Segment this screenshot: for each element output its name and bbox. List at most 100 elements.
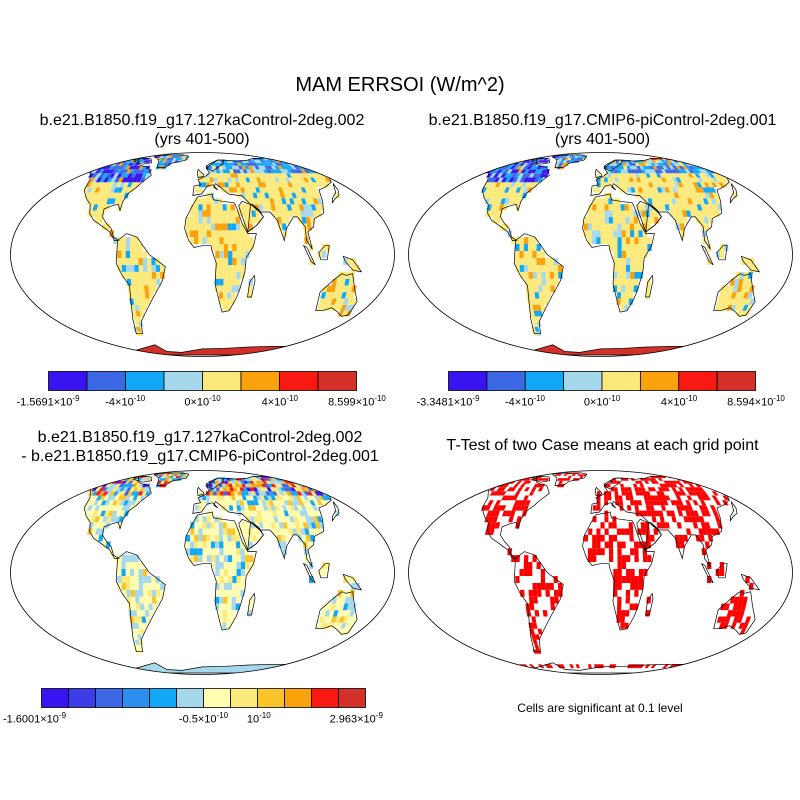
grid-cell [228, 500, 233, 506]
grid-cell [520, 271, 525, 279]
grid-cell [529, 310, 535, 317]
grid-cell [283, 528, 290, 535]
grid-cell [492, 516, 499, 523]
grid-cell [275, 210, 281, 217]
grid-cell [125, 258, 131, 265]
grid-cell [251, 528, 257, 535]
grid-cell [637, 182, 642, 188]
sumatra-coastline [302, 562, 316, 584]
grid-cell [266, 187, 272, 193]
grid-cell [501, 495, 508, 501]
grid-cell [608, 534, 613, 542]
grid-cell [742, 596, 748, 604]
grid-cell [270, 187, 276, 193]
grid-cell [219, 576, 224, 583]
grid-cell [159, 156, 165, 158]
grid-cell [673, 173, 680, 178]
grid-cell [714, 500, 722, 506]
grid-cell [244, 187, 249, 193]
grid-cell [604, 173, 608, 178]
grid-cell [134, 258, 139, 265]
grid-cell [111, 478, 119, 481]
grid-cell [681, 480, 689, 484]
grid-cell [209, 165, 213, 170]
grid-cell [274, 483, 280, 488]
grid-cell [141, 298, 147, 305]
grid-cell [247, 505, 253, 511]
grid-cell [178, 157, 183, 161]
grid-cell [276, 169, 283, 174]
grid-cell [626, 505, 632, 511]
grid-cell [348, 596, 354, 604]
grid-cell [216, 177, 221, 183]
grid-cell [730, 610, 737, 617]
grid-cell [136, 473, 143, 475]
grid-cell [147, 576, 152, 583]
grid-cell [279, 510, 286, 517]
grid-cell [487, 478, 496, 481]
grid-cell [634, 230, 639, 238]
grid-cell [498, 192, 504, 199]
grid-cell [259, 487, 266, 492]
grid-cell [616, 610, 622, 617]
grid-cell [346, 603, 353, 611]
grid-cell [301, 182, 309, 188]
grid-cell [202, 500, 207, 506]
grid-cell [314, 204, 321, 211]
grid-cell [617, 583, 622, 590]
grid-cell [283, 500, 290, 506]
grid-cell [345, 271, 351, 279]
grid-cell [499, 165, 507, 170]
grid-cell [633, 165, 638, 170]
grid-cell [336, 292, 343, 299]
grid-cell [675, 165, 682, 170]
grid-cell [578, 155, 583, 157]
grid-cell [236, 162, 242, 166]
grid-cell [349, 292, 356, 299]
grid-cell [313, 177, 321, 183]
grid-cell [675, 157, 682, 161]
borneo-coastline [318, 563, 330, 579]
grid-cell [345, 610, 352, 617]
grid-cell [592, 237, 597, 244]
grid-cell [115, 169, 122, 174]
grid-cell [134, 569, 139, 576]
grid-cell [240, 555, 246, 562]
grid-cell [536, 165, 542, 170]
grid-cell [290, 487, 297, 492]
grid-cell [660, 475, 667, 479]
grid-cell [259, 187, 265, 193]
grid-cell [334, 616, 341, 623]
grid-cell [227, 480, 232, 484]
new-guinea-coastline [740, 573, 761, 591]
grid-cell [484, 160, 493, 163]
grid-cell [668, 165, 675, 170]
grid-cell [134, 583, 139, 590]
grid-cell [487, 500, 494, 506]
grid-cell [730, 165, 739, 170]
grid-cell [561, 162, 567, 166]
grid-cell [246, 487, 252, 492]
grid-cell [642, 237, 648, 244]
grid-cell [96, 192, 103, 199]
grid-cell [210, 541, 216, 549]
grid-cell [610, 165, 614, 170]
grid-cell [657, 169, 664, 174]
grid-cell [666, 480, 672, 484]
grid-cell [747, 292, 754, 299]
grid-cell [648, 182, 654, 188]
grid-cell [305, 480, 313, 484]
grid-cell [230, 491, 235, 496]
grid-cell [642, 187, 647, 193]
grid-cell [583, 216, 589, 224]
grid-cell [693, 192, 699, 199]
grid-cell [134, 182, 140, 188]
grid-cell [629, 278, 635, 286]
grid-cell [134, 639, 140, 645]
grid-cell [293, 165, 301, 170]
grid-cell [677, 169, 684, 174]
grid-cell [236, 589, 241, 597]
grid-cell [296, 480, 304, 484]
grid-cell [117, 505, 124, 511]
grid-cell [567, 155, 572, 157]
